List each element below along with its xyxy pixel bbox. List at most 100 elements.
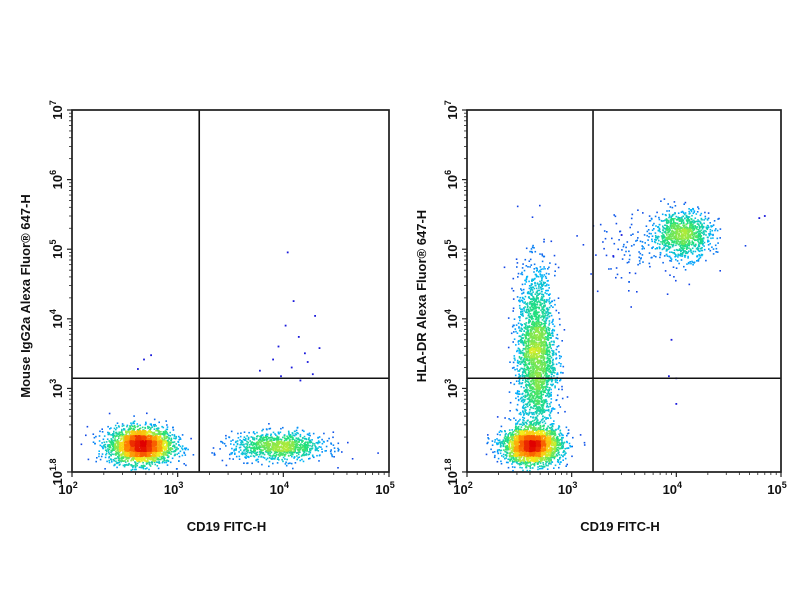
event-dot [99, 435, 101, 437]
event-dot [323, 441, 325, 443]
event-dot [161, 443, 163, 445]
event-dot [105, 454, 107, 456]
event-dot [545, 311, 547, 313]
event-dot [311, 442, 313, 444]
event-dot [676, 267, 678, 269]
event-dot [231, 431, 233, 433]
event-dot [269, 457, 271, 459]
event-dot [334, 451, 336, 453]
event-dot [159, 441, 161, 443]
event-dot [551, 241, 553, 243]
event-dot [518, 273, 520, 275]
event-dot [717, 242, 719, 244]
event-dot [518, 327, 520, 329]
event-dot [113, 433, 115, 435]
event-dot [230, 440, 232, 442]
event-dot [497, 453, 499, 455]
event-dot [508, 418, 510, 420]
event-dot [130, 426, 132, 428]
event-dot [521, 308, 523, 310]
event-dot [99, 431, 101, 433]
event-dot [263, 445, 265, 447]
event-dot [303, 431, 305, 433]
event-dot [541, 291, 543, 293]
event-dot [669, 274, 671, 276]
event-dot [296, 459, 298, 461]
event-dot [500, 430, 502, 432]
event-dot [625, 251, 627, 253]
event-dot [521, 325, 523, 327]
event-dot [282, 461, 284, 463]
event-dot [123, 425, 125, 427]
event-dot [517, 404, 519, 406]
event-dot [549, 406, 551, 408]
event-dot [638, 257, 640, 259]
event-dot [556, 349, 558, 351]
event-dot [710, 238, 712, 240]
event-dot [150, 459, 152, 461]
event-dot [551, 398, 553, 400]
event-dot [552, 332, 554, 334]
event-dot [268, 437, 270, 439]
event-dot [535, 417, 537, 419]
event-dot [122, 450, 124, 452]
event-dot [547, 315, 549, 317]
event-dot [562, 435, 564, 437]
event-dot [277, 462, 279, 464]
event-dot [292, 454, 294, 456]
event-dot [552, 407, 554, 409]
event-dot [246, 450, 248, 452]
event-dot [698, 245, 700, 247]
event-dot [631, 218, 633, 220]
event-dot [246, 463, 248, 465]
event-dot [549, 414, 551, 416]
event-dot [330, 451, 332, 453]
event-dot [95, 461, 97, 463]
event-dot [133, 423, 135, 425]
event-dot [289, 435, 291, 437]
event-dot [685, 269, 687, 271]
event-dot [256, 432, 258, 434]
event-dot [163, 432, 165, 434]
event-dot [513, 308, 515, 310]
event-dot [524, 417, 526, 419]
event-dot [520, 424, 522, 426]
event-dot [134, 429, 136, 431]
event-dot [557, 374, 559, 376]
event-dot [637, 264, 639, 266]
event-dot [519, 335, 521, 337]
event-dot [153, 442, 155, 444]
event-dot [106, 441, 108, 443]
event-dot [132, 436, 134, 438]
event-dot [245, 443, 247, 445]
event-dot [545, 423, 547, 425]
event-dot [275, 450, 277, 452]
event-dot [169, 443, 171, 445]
event-dot [625, 247, 627, 249]
y-tick-label: 105 [48, 239, 65, 258]
event-dot [715, 228, 717, 230]
event-dot [513, 290, 515, 292]
event-dot [136, 450, 138, 452]
event-dot [147, 439, 149, 441]
event-dot [583, 244, 585, 246]
event-dot [106, 461, 108, 463]
event-dot [553, 467, 555, 469]
event-dot [708, 244, 710, 246]
event-dot [148, 441, 150, 443]
event-dot [540, 266, 542, 268]
event-dot [167, 464, 169, 466]
event-dot [499, 434, 501, 436]
event-dot [558, 351, 560, 353]
event-dot [656, 212, 658, 214]
y-tick-label: 106 [48, 170, 65, 189]
event-dot [561, 340, 563, 342]
event-dot [293, 444, 295, 446]
event-dot [651, 239, 653, 241]
event-dot [259, 445, 261, 447]
event-dot [507, 459, 509, 461]
event-dot [550, 305, 552, 307]
event-dot [487, 442, 489, 444]
event-dot [117, 422, 119, 424]
event-dot [554, 275, 556, 277]
